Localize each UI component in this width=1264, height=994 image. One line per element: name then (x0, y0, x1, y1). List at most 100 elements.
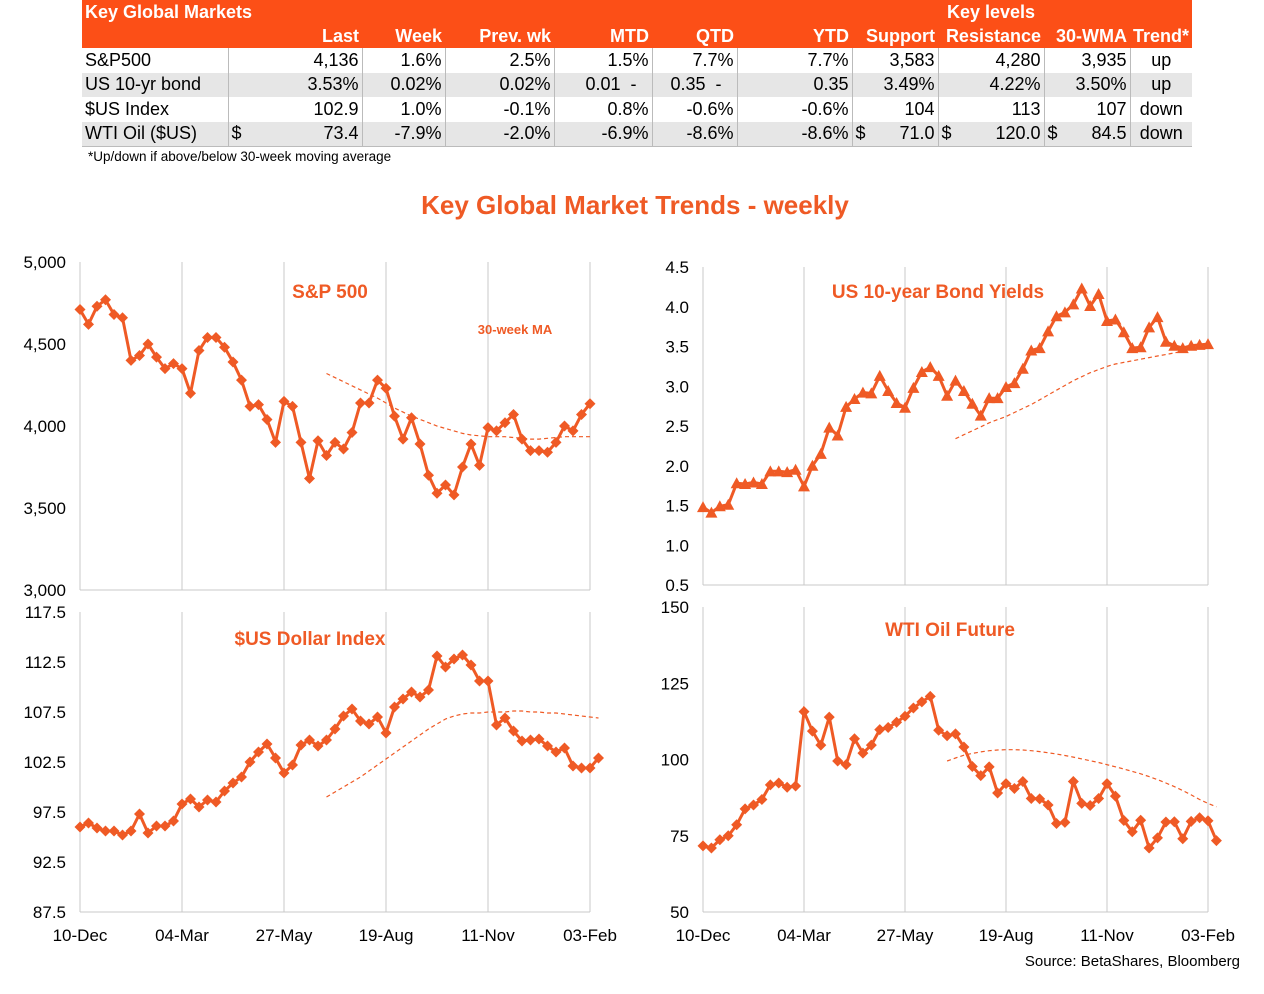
data-point (1151, 311, 1164, 323)
data-point (1025, 793, 1037, 805)
data-point (542, 446, 553, 458)
data-point (134, 349, 145, 361)
data-point (159, 363, 171, 375)
table-title-row: Key Global Markets Key levels (82, 0, 1192, 24)
data-point (1017, 775, 1029, 787)
data-point (933, 724, 945, 736)
data-point (525, 445, 536, 457)
table-cell: 0.8% (553, 97, 652, 122)
data-point (584, 762, 596, 774)
data-point (74, 304, 86, 316)
data-point (542, 740, 553, 752)
table-body: S&P500 4,136 1.6% 2.5% 1.5% 7.7% 7.7% 3,583 4,28… (82, 48, 1192, 147)
data-point (329, 723, 341, 735)
data-point (907, 702, 919, 714)
table-cell: -8.6% (736, 121, 852, 147)
table-cell: 0.02% (361, 72, 445, 97)
y-tick-label: 117.5 (25, 603, 66, 622)
data-point (117, 312, 128, 324)
column-header: QTD (652, 24, 737, 48)
table-cell: -0.01 (553, 72, 652, 97)
data-point (790, 780, 802, 792)
page-title: Key Global Market Trends - weekly (421, 190, 849, 220)
data-point (278, 767, 290, 779)
cell-value: 102.9 (313, 98, 359, 119)
data-point (849, 733, 860, 745)
data-point (474, 459, 485, 471)
series-line (702, 693, 1218, 852)
cell-value: -0.6% (686, 98, 734, 119)
data-point (227, 777, 239, 789)
data-point (533, 733, 545, 745)
data-point (457, 461, 468, 473)
x-tick-label: 04-Mar (777, 926, 831, 945)
data-point (465, 659, 477, 671)
data-point (1126, 826, 1138, 838)
data-point (983, 392, 996, 404)
cell-value: -8.6% (686, 123, 734, 144)
data-point (108, 308, 120, 320)
data-point (236, 374, 247, 386)
data-point (949, 374, 962, 386)
data-point (576, 409, 587, 421)
data-point (550, 436, 562, 448)
data-point (355, 715, 366, 727)
data-point (1042, 799, 1054, 811)
chart-title: $US Dollar Index (235, 629, 386, 650)
table-cell: 102.9 (227, 97, 362, 122)
data-point (559, 742, 570, 754)
data-point (100, 294, 111, 306)
data-point (941, 389, 954, 401)
data-point (730, 477, 743, 489)
y-tick-label: 3.5 (665, 338, 689, 357)
data-point (781, 781, 793, 793)
cell-value: 1.5% (607, 49, 649, 70)
data-point (1058, 306, 1071, 318)
cell-value: 107 (1096, 98, 1127, 119)
x-tick-label: 03-Feb (1181, 926, 1235, 945)
y-tick-label: 50 (670, 903, 689, 922)
data-point (1093, 793, 1105, 805)
data-point (1008, 782, 1020, 794)
table-cell: -0.1% (444, 97, 554, 122)
data-point (431, 487, 443, 499)
data-point (714, 834, 726, 846)
column-header: Resistance (938, 24, 1044, 48)
data-point (423, 684, 434, 696)
cell-value: 104 (904, 98, 935, 119)
table-cell: 3,583 (851, 48, 938, 73)
table-row: S&P500 4,136 1.6% 2.5% 1.5% 7.7% 7.7% 3,583 4,28… (82, 48, 1192, 73)
data-point (151, 820, 162, 832)
data-point (1185, 339, 1198, 351)
table-footnote: *Up/down if above/below 30-week moving a… (88, 149, 392, 164)
data-point (975, 770, 987, 782)
data-point (907, 381, 920, 393)
data-point (1117, 326, 1130, 338)
data-point (227, 356, 239, 368)
cell-value: 3.49% (883, 74, 935, 95)
cell-value: 73.4 (323, 123, 359, 144)
y-tick-label: 2.0 (665, 457, 689, 476)
data-point (448, 489, 460, 501)
data-point (516, 433, 528, 445)
data-point (465, 438, 477, 450)
data-point (74, 821, 86, 833)
data-point (705, 842, 717, 854)
data-point (593, 752, 604, 764)
data-point (176, 363, 188, 375)
data-point (1194, 812, 1206, 824)
y-tick-label: 4,000 (23, 417, 66, 436)
data-point (210, 796, 222, 808)
currency-symbol: $ (855, 123, 866, 144)
data-point (499, 712, 511, 724)
data-point (474, 675, 485, 687)
data-point (857, 747, 869, 759)
data-point (193, 345, 205, 357)
y-tick-label: 92.5 (33, 853, 66, 872)
table-title: Key Global Markets (82, 0, 737, 24)
data-point (304, 734, 315, 746)
data-point (991, 392, 1004, 404)
data-point (261, 738, 273, 750)
table-cell: up (1129, 48, 1192, 73)
data-point (1159, 335, 1172, 347)
